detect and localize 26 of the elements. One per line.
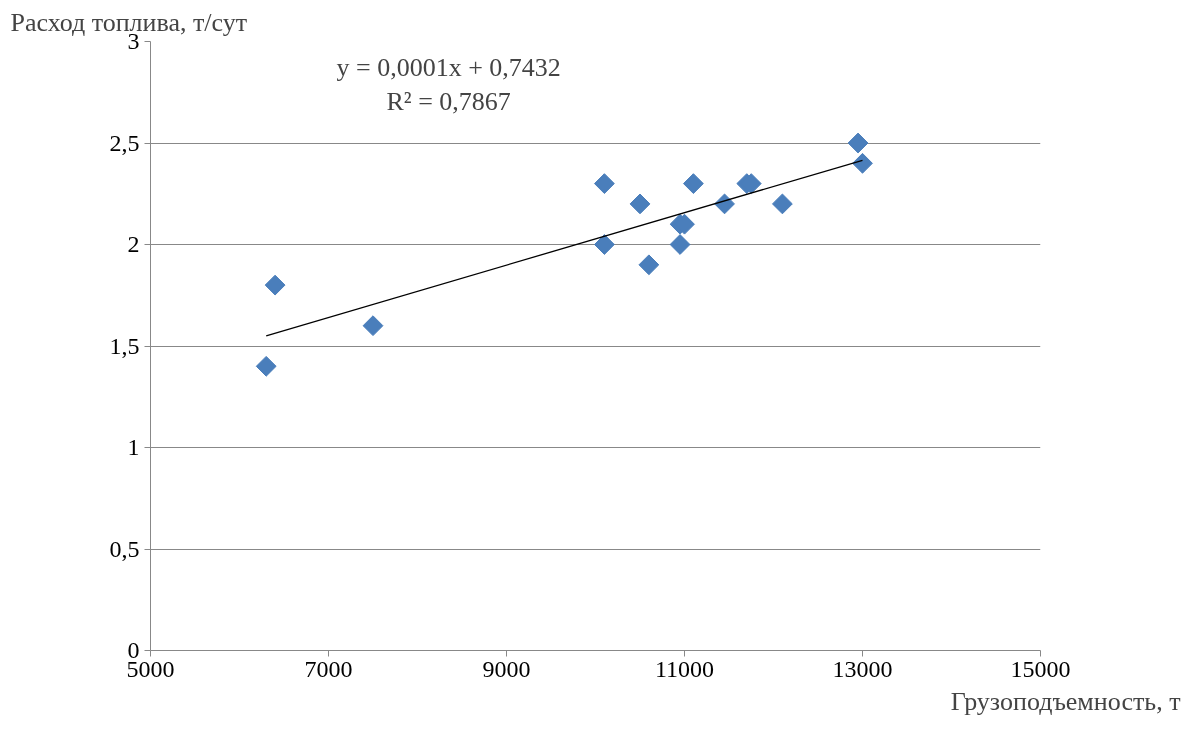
y-tick-label: 1: [127, 434, 140, 460]
point: [852, 152, 873, 174]
x-axis-title: Грузоподъемность, т: [950, 686, 1181, 716]
x-tick-label: 13000: [832, 655, 893, 682]
point: [255, 355, 277, 377]
x-tick-label: 7000: [304, 655, 353, 682]
y-tick-label: 2,5: [109, 129, 140, 156]
point: [629, 193, 651, 215]
point: [594, 234, 615, 255]
point: [669, 234, 691, 255]
point: [714, 193, 735, 215]
x-tick-label: 15000: [1010, 655, 1071, 682]
x-tick-label: 11000: [654, 655, 715, 682]
point: [683, 173, 704, 194]
point: [772, 193, 793, 215]
x-tick-label: 9000: [482, 655, 531, 682]
point: [847, 132, 869, 154]
point: [362, 315, 384, 337]
y-tick-label: 2: [127, 231, 140, 257]
annotation: R² = 0,7867: [386, 87, 511, 116]
y-tick-label: 0,5: [109, 535, 140, 562]
y-tick-label: 1,5: [109, 332, 140, 359]
point: [264, 274, 286, 296]
point: [594, 173, 615, 194]
point: [638, 254, 660, 276]
annotation: y = 0,0001x + 0,7432: [336, 53, 561, 82]
